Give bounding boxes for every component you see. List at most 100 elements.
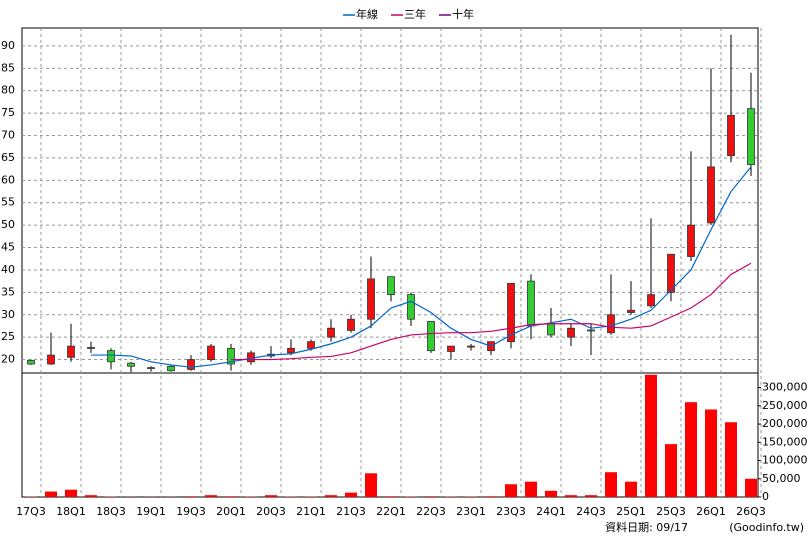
- volume-bar: [485, 496, 497, 497]
- candle-body: [707, 166, 715, 224]
- volume-bar: [505, 484, 517, 497]
- volume-bar: [205, 495, 217, 497]
- ma-line: [91, 166, 752, 368]
- ma-line: [231, 262, 752, 361]
- x-tick-label: 24Q3: [576, 505, 606, 518]
- x-tick-label: 20Q3: [256, 505, 286, 518]
- x-tick-label: 25Q3: [656, 505, 686, 518]
- y2-tick-label: 200,000: [762, 417, 808, 430]
- candle-body: [47, 354, 55, 365]
- y2-tick-label: 50,000: [762, 472, 801, 485]
- volume-bar: [265, 495, 277, 497]
- volume-bar: [725, 422, 737, 497]
- x-tick-label: 21Q3: [336, 505, 366, 518]
- y-tick-label: 90: [1, 39, 15, 52]
- volume-bar: [565, 495, 577, 497]
- candle-body: [307, 341, 315, 349]
- volume-bar: [345, 492, 357, 497]
- candle-body: [647, 294, 655, 307]
- x-tick-label: 23Q3: [496, 505, 526, 518]
- volume-bar: [545, 490, 557, 497]
- candle-body: [527, 280, 535, 327]
- candle-body: [747, 108, 755, 166]
- candle-body: [287, 347, 295, 354]
- candle-body: [147, 367, 155, 370]
- candle-body: [367, 278, 375, 320]
- y-tick-label: 80: [1, 84, 15, 97]
- volume-bar: [225, 496, 237, 497]
- x-tick-label: 18Q1: [56, 505, 86, 518]
- candle-body: [627, 309, 635, 313]
- x-tick-label: 19Q1: [136, 505, 166, 518]
- y2-tick-label: 250,000: [762, 399, 808, 412]
- candle-body: [667, 253, 675, 293]
- y2-tick-label: 150,000: [762, 435, 808, 448]
- candle-body: [507, 282, 515, 343]
- x-tick-label: 22Q1: [376, 505, 406, 518]
- y2-tick-label: 100,000: [762, 454, 808, 467]
- volume-bar: [645, 374, 657, 497]
- candle-body: [467, 345, 475, 348]
- candle-body: [427, 321, 435, 351]
- y-tick-label: 50: [1, 218, 15, 231]
- candle-body: [607, 314, 615, 334]
- candle-body: [687, 224, 695, 257]
- y-tick-label: 20: [1, 353, 15, 366]
- volume-bar: [685, 402, 697, 497]
- y-tick-label: 30: [1, 308, 15, 321]
- y-tick-label: 65: [1, 151, 15, 164]
- candle-body: [127, 362, 135, 367]
- x-tick-label: 17Q3: [16, 505, 46, 518]
- candle-body: [547, 323, 555, 336]
- candle-body: [27, 360, 35, 365]
- candle-body: [207, 345, 215, 360]
- volume-bar: [585, 495, 597, 497]
- y2-tick-label: 300,000: [762, 381, 808, 394]
- legend-label: 十年: [452, 7, 474, 21]
- candle-body: [187, 359, 195, 370]
- volume-bar: [605, 472, 617, 497]
- candle-body: [87, 347, 95, 349]
- candle-body: [387, 276, 395, 295]
- y-tick-label: 75: [1, 106, 15, 119]
- volume-bar: [705, 409, 717, 497]
- volume-bar: [365, 473, 377, 497]
- x-tick-label: 21Q1: [296, 505, 326, 518]
- x-tick-label: 25Q1: [616, 505, 646, 518]
- candle-body: [347, 318, 355, 331]
- y-tick-label: 60: [1, 173, 15, 186]
- volume-bar: [85, 495, 97, 497]
- plot-frame: [21, 27, 759, 498]
- x-tick-label: 22Q3: [416, 505, 446, 518]
- x-tick-label: 26Q1: [696, 505, 726, 518]
- legend-label: 年線: [356, 7, 378, 21]
- candle-body: [227, 347, 235, 365]
- candle-body: [327, 327, 335, 338]
- x-tick-label: 23Q1: [456, 505, 486, 518]
- candle-body: [567, 327, 575, 338]
- candle-body: [167, 365, 175, 372]
- x-tick-label: 20Q1: [216, 505, 246, 518]
- volume-bar: [45, 491, 57, 497]
- volume-bar: [185, 496, 197, 497]
- x-tick-label: 24Q1: [536, 505, 566, 518]
- candle-body: [107, 350, 115, 363]
- y-tick-label: 35: [1, 285, 15, 298]
- y-tick-label: 25: [1, 330, 15, 343]
- volume-bar: [325, 495, 337, 497]
- candle-body: [587, 329, 595, 332]
- x-tick-label: 26Q3: [736, 505, 766, 518]
- candle-body: [67, 345, 75, 358]
- y-tick-label: 45: [1, 241, 15, 254]
- y-tick-label: 55: [1, 196, 15, 209]
- y-tick-label: 85: [1, 61, 15, 74]
- volume-bar: [425, 496, 437, 497]
- volume-bar: [65, 489, 77, 497]
- y-tick-label: 70: [1, 129, 15, 142]
- y2-tick-label: 0: [762, 490, 769, 503]
- y-tick-label: 40: [1, 263, 15, 276]
- volume-bar: [385, 496, 397, 497]
- x-tick-label: 19Q3: [176, 505, 206, 518]
- volume-bar: [525, 481, 537, 497]
